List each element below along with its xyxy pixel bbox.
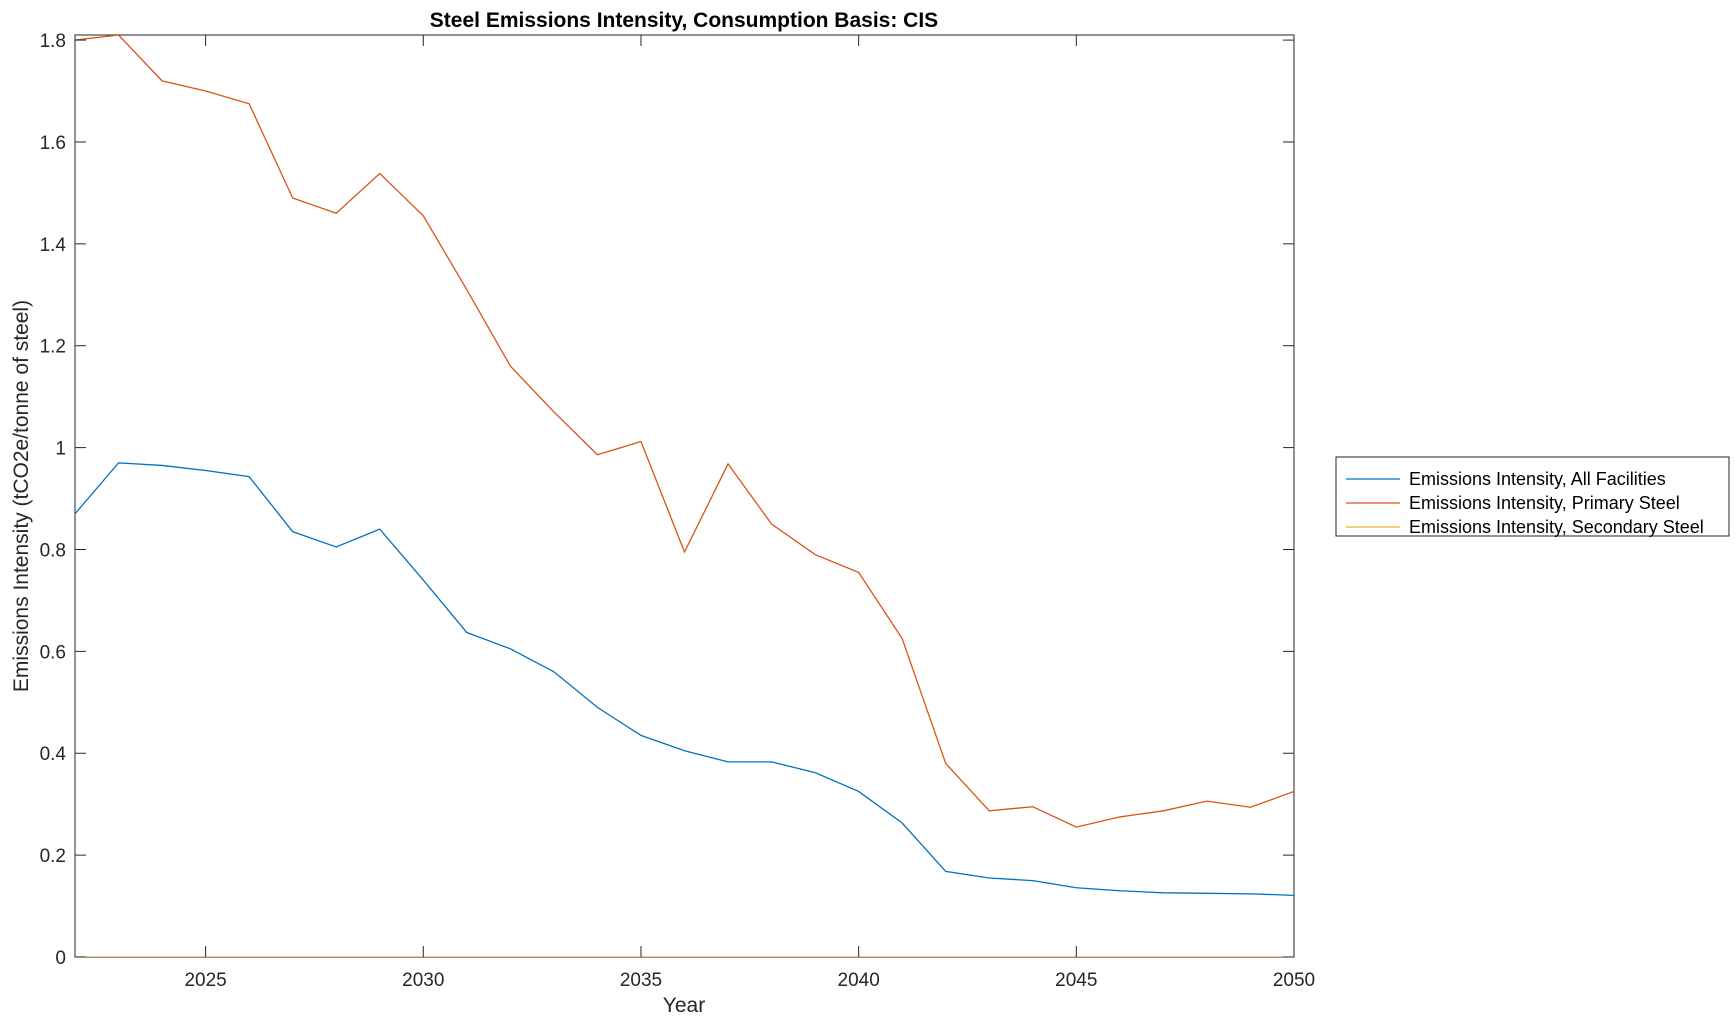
y-tick-label: 1.2	[40, 337, 66, 358]
x-tick-label: 2030	[402, 970, 444, 991]
y-tick-label: 0.6	[40, 642, 66, 663]
series-line-2	[75, 35, 1294, 828]
series-layer	[75, 35, 1294, 957]
y-tick-label: 1	[55, 439, 66, 460]
series-line-1	[75, 462, 1294, 897]
legend: Emissions Intensity, All Facilities Emiss…	[1335, 456, 1730, 537]
x-tick-label: 2050	[1273, 970, 1315, 991]
plot-frame	[74, 34, 1295, 958]
chart-title: Steel Emissions Intensity, Consumption B…	[430, 9, 938, 32]
x-tick-label: 2025	[184, 970, 226, 991]
legend-label: Emissions Intensity, Primary Steel	[1409, 493, 1680, 513]
y-tick-label: 1.8	[40, 31, 66, 52]
legend-label: Emissions Intensity, All Facilities	[1409, 469, 1666, 489]
x-tick-label: 2045	[1055, 970, 1097, 991]
y-tick-label: 1.4	[40, 235, 67, 256]
legend-box	[1335, 456, 1730, 537]
y-axis: 0 0.2 0.4 0.6 0.8 1 1.2 1.4 1.6 1.8	[40, 31, 1294, 969]
y-tick-label: 0	[55, 948, 66, 969]
y-tick-label: 1.6	[40, 133, 66, 154]
x-tick-label: 2035	[620, 970, 662, 991]
x-tick-label: 2040	[838, 970, 880, 991]
y-tick-label: 0.2	[40, 846, 66, 867]
x-axis-label: Year	[663, 994, 705, 1017]
legend-label: Emissions Intensity, Secondary Steel	[1409, 517, 1704, 537]
x-axis: 2025 2030 2035 2040 2045 2050	[184, 35, 1315, 991]
y-tick-label: 0.8	[40, 540, 66, 561]
y-axis-label: Emissions Intensity (tCO2e/tonne of stee…	[10, 300, 33, 692]
y-tick-label: 0.4	[40, 744, 67, 765]
plot-area	[74, 34, 1295, 958]
